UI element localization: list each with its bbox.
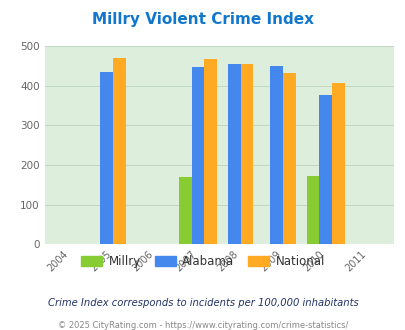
Bar (318, 94, 331, 244)
Bar (178, 177, 191, 244)
Bar (191, 67, 204, 244)
Bar (113, 58, 125, 244)
Bar (100, 72, 113, 244)
Text: © 2025 CityRating.com - https://www.cityrating.com/crime-statistics/: © 2025 CityRating.com - https://www.city… (58, 321, 347, 330)
Bar (204, 59, 217, 244)
Bar (306, 176, 318, 244)
Bar (282, 73, 295, 244)
Bar (240, 64, 253, 244)
Text: Crime Index corresponds to incidents per 100,000 inhabitants: Crime Index corresponds to incidents per… (47, 298, 358, 308)
Bar (227, 64, 240, 244)
Bar (270, 66, 282, 244)
Bar (331, 83, 344, 244)
Text: Millry Violent Crime Index: Millry Violent Crime Index (92, 12, 313, 26)
Legend: Millry, Alabama, National: Millry, Alabama, National (76, 250, 329, 273)
